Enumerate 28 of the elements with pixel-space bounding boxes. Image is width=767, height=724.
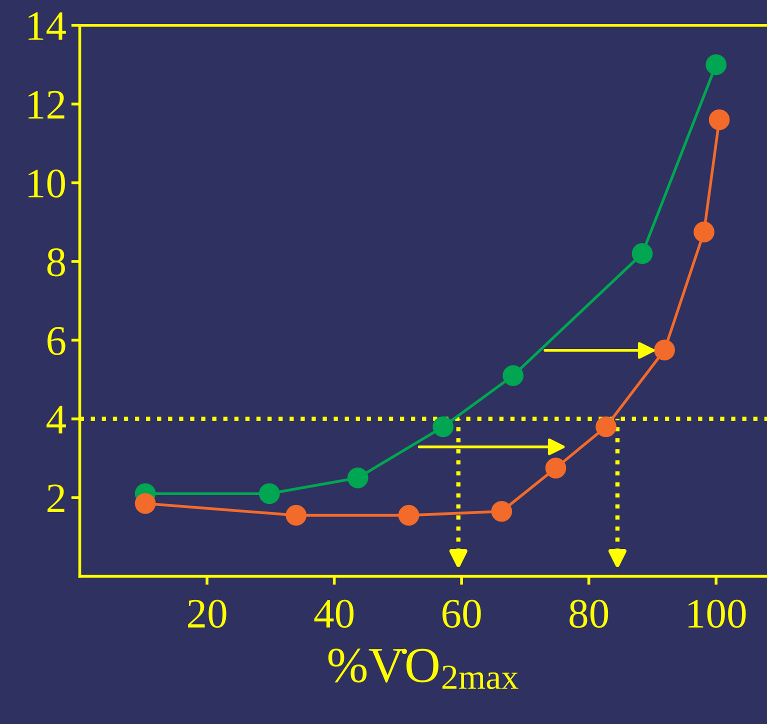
point bbox=[706, 54, 727, 76]
point bbox=[694, 222, 714, 242]
x-axis-title: %V̇O$_{2max}$ bbox=[328, 648, 518, 690]
point bbox=[286, 504, 307, 526]
point bbox=[134, 493, 156, 514]
point bbox=[258, 483, 280, 504]
point bbox=[545, 458, 566, 478]
point bbox=[654, 340, 675, 360]
y-tick-label: 4 bbox=[46, 406, 66, 434]
x-tick-label: 100 bbox=[688, 600, 746, 628]
point bbox=[596, 416, 616, 438]
point bbox=[398, 504, 420, 526]
point bbox=[491, 500, 512, 522]
y-tick-label: 6 bbox=[48, 327, 66, 356]
point bbox=[432, 416, 454, 438]
x-tick-label: 60 bbox=[442, 600, 481, 628]
y-tick-label: 14 bbox=[28, 12, 66, 40]
y-tick-label: 8 bbox=[47, 248, 65, 276]
point bbox=[502, 365, 524, 386]
point bbox=[632, 243, 653, 264]
y-tick-label: 12 bbox=[28, 90, 64, 119]
x-tick-label: 20 bbox=[188, 600, 226, 628]
x-tick-label: 80 bbox=[570, 600, 608, 628]
y-tick-label: 10 bbox=[28, 170, 65, 198]
point bbox=[347, 468, 368, 488]
point bbox=[708, 109, 730, 130]
x-tick-label: 40 bbox=[314, 600, 354, 628]
y-tick-label: 2 bbox=[48, 484, 64, 512]
